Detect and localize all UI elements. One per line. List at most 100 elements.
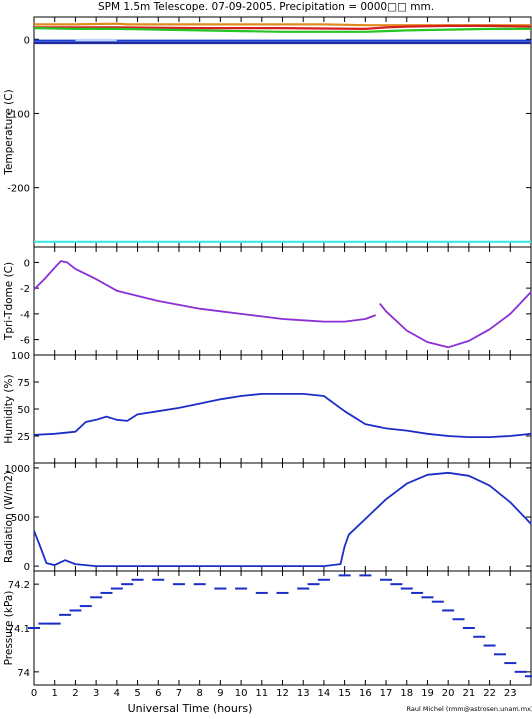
- y-tick-label: 1000: [5, 464, 30, 475]
- x-tick-label: 22: [483, 688, 496, 699]
- y-tick-label: 74.1: [8, 624, 30, 635]
- x-tick-label: 8: [196, 688, 202, 699]
- data-point: [525, 675, 532, 678]
- panel-3: 25 50 75 100 Humidity (%): [3, 351, 532, 464]
- y-tick-label: -2: [20, 284, 30, 295]
- x-tick-label: 10: [235, 688, 248, 699]
- x-axis-label: Universal Time (hours): [128, 702, 253, 715]
- credit-label: Raul Michel (rmm@astrosen.unam.mx): [407, 705, 532, 713]
- data-point: [317, 578, 330, 581]
- data-point: [338, 574, 351, 577]
- x-tick-label: 15: [338, 688, 351, 699]
- figure-title: SPM 1.5m Telescope. 07-09-2005. Precipit…: [98, 1, 434, 13]
- y-tick-label: -200: [7, 184, 30, 195]
- data-point: [235, 587, 248, 590]
- y-tick-label: 100: [11, 351, 30, 362]
- panel-1: 0 -100 -200 Temperature (C): [3, 16, 532, 248]
- data-point: [100, 591, 113, 594]
- x-tick-label: 17: [380, 688, 393, 699]
- y-tick-label: 74.2: [8, 580, 30, 591]
- data-point: [483, 644, 496, 647]
- data-point: [462, 627, 475, 629]
- series-line-2: [34, 24, 532, 30]
- data-point: [421, 596, 434, 599]
- panel-frame: [33, 354, 532, 464]
- data-point: [110, 587, 123, 590]
- x-tick-label: 18: [400, 688, 413, 699]
- x-tick-label: 19: [421, 688, 434, 699]
- y-tick-label: 25: [17, 432, 30, 443]
- x-tick-label: 1: [52, 688, 58, 699]
- x-tick-label: 21: [463, 688, 476, 699]
- series-line-1: [33, 260, 377, 323]
- x-tick-label: 20: [442, 688, 455, 699]
- y-axis-label: Temperature (C): [3, 89, 15, 175]
- panel-2: 0 -2 -4 -6 Tpri-Tdome (C): [3, 246, 532, 356]
- data-point: [473, 635, 486, 638]
- x-tick-label: 13: [297, 688, 310, 699]
- data-point: [90, 596, 103, 599]
- x-tick-label: 5: [134, 688, 140, 699]
- data-point: [121, 583, 134, 586]
- data-point: [431, 600, 444, 603]
- x-tick-label: 12: [276, 688, 289, 699]
- data-point: [442, 609, 455, 612]
- y-axis-label: Tpri-Tdome (C): [3, 262, 15, 341]
- data-point: [514, 670, 527, 673]
- x-tick-label: 9: [217, 688, 223, 699]
- y-axis-label: Radiation (W/m2): [3, 471, 15, 563]
- x-tick-label: 6: [155, 688, 161, 699]
- y-tick-label: 0: [24, 562, 30, 573]
- data-point: [411, 591, 424, 594]
- panel-frame: [33, 16, 532, 248]
- data-point: [400, 587, 413, 590]
- y-axis-label: Humidity (%): [3, 374, 15, 443]
- x-tick-label: 0: [31, 688, 37, 699]
- data-point: [152, 578, 165, 581]
- y-tick-label: -4: [20, 310, 30, 321]
- data-point: [307, 583, 320, 586]
- data-point: [390, 583, 403, 586]
- data-point: [276, 591, 289, 594]
- y-tick-label: 75: [17, 378, 30, 389]
- series-line-3: [33, 27, 531, 33]
- x-tick-label: 23: [504, 688, 517, 699]
- data-point: [452, 618, 465, 621]
- data-point: [504, 662, 517, 665]
- y-tick-label: 0: [24, 35, 30, 46]
- data-point: [172, 583, 185, 586]
- data-point: [493, 653, 506, 656]
- data-point: [214, 587, 227, 590]
- data-point: [131, 578, 144, 581]
- data-point: [193, 583, 206, 586]
- data-point: [297, 587, 310, 590]
- x-tick-label: 14: [318, 688, 331, 699]
- y-tick-label: 0: [24, 258, 30, 269]
- y-tick-label: 74: [17, 668, 30, 679]
- y-axis-label: Pressure (kPa): [3, 591, 15, 666]
- y-tick-label: 500: [11, 513, 30, 524]
- data-point: [79, 605, 92, 608]
- data-point: [38, 622, 51, 625]
- x-tick-label: 11: [255, 688, 268, 699]
- panel-frame: [33, 246, 532, 356]
- data-point: [28, 627, 40, 629]
- series-line-1: [33, 392, 532, 439]
- data-point: [69, 609, 82, 612]
- data-point: [380, 578, 393, 581]
- x-tick-label: 7: [176, 688, 182, 699]
- y-tick-label: -100: [7, 109, 30, 120]
- x-tick-label: 4: [114, 688, 120, 699]
- x-tick-label: 2: [72, 688, 78, 699]
- data-point: [59, 613, 72, 616]
- data-point: [359, 574, 372, 577]
- series-line-2: [379, 291, 532, 349]
- y-tick-label: 50: [17, 405, 30, 416]
- panel-frame: [33, 462, 532, 572]
- y-tick-label: -6: [20, 336, 30, 347]
- data-point: [48, 622, 61, 625]
- data-point: [255, 591, 268, 594]
